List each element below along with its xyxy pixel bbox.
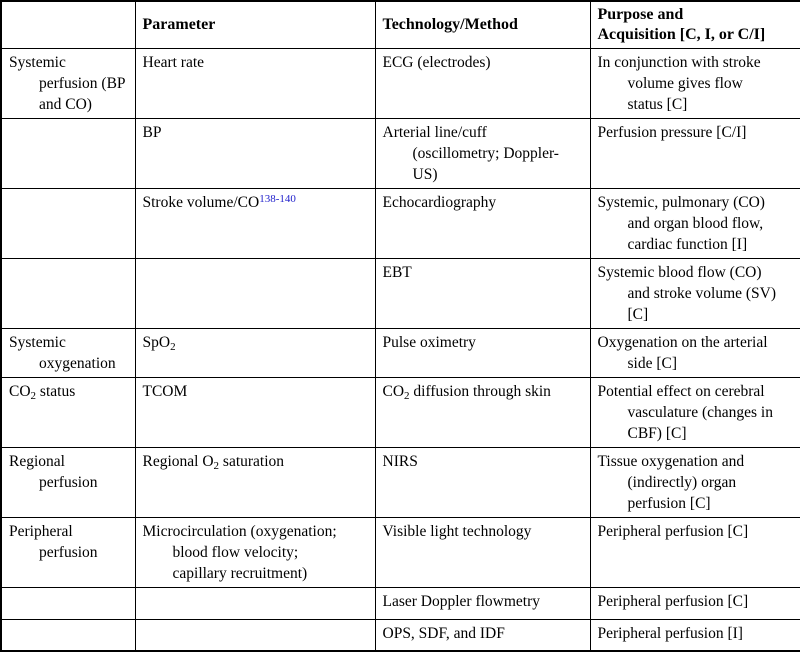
table-row: EBT Systemic blood flow (CO) and stroke …	[0, 258, 800, 329]
cell-technology: Visible light technology	[374, 517, 591, 588]
cell-technology: Pulse oximetry	[374, 328, 591, 378]
table-row: Stroke volume/CO138-140 Echocardiography…	[0, 188, 800, 259]
cell-purpose: Oxygenation on the arterial side [C]	[589, 328, 800, 378]
table-row: Laser Doppler flowmetry Peripheral perfu…	[0, 587, 800, 620]
cell-purpose: Peripheral perfusion [I]	[589, 619, 800, 651]
table-row: OPS, SDF, and IDF Peripheral perfusion […	[0, 619, 800, 651]
cell-purpose: Peripheral perfusion [C]	[589, 587, 800, 620]
cell-category: Systemic oxygenation	[0, 328, 136, 378]
cell-category: Systemic perfusion (BP and CO)	[0, 48, 136, 119]
cell-category: Peripheral perfusion	[0, 517, 136, 588]
cell-parameter: Microcirculation (oxygenation; blood flo…	[134, 517, 376, 588]
cell-technology: Echocardiography	[374, 188, 591, 259]
cell-category: Regional perfusion	[0, 447, 136, 518]
cell-technology: ECG (electrodes)	[374, 48, 591, 119]
cell-text: saturation	[219, 453, 285, 470]
header-parameter: Parameter	[134, 0, 376, 49]
header-row: Parameter Technology/Method Purpose and …	[0, 0, 800, 49]
table-row: Systemic oxygenation SpO2 Pulse oximetry…	[0, 328, 800, 378]
cell-text: CO	[382, 383, 405, 400]
subscript: 2	[213, 460, 220, 472]
cell-parameter: TCOM	[134, 377, 376, 448]
cell-text: CO	[9, 383, 31, 400]
cell-text: Stroke volume/CO	[142, 194, 260, 211]
table-row: Peripheral perfusion Microcirculation (o…	[0, 517, 800, 588]
subscript: 2	[170, 341, 176, 353]
subscript: 2	[404, 390, 410, 402]
cell-parameter: SpO2	[134, 328, 376, 378]
cell-text: Regional O	[142, 453, 214, 470]
cell-category: CO2 status	[0, 377, 136, 448]
cell-purpose: Tissue oxygenation and (indirectly) orga…	[589, 447, 800, 518]
subscript: 2	[30, 390, 37, 402]
cell-purpose: Potential effect on cerebral vasculature…	[589, 377, 800, 448]
cell-parameter	[134, 587, 376, 620]
header-technology-method: Technology/Method	[374, 0, 591, 49]
cell-category	[0, 587, 136, 620]
cell-category	[0, 619, 136, 651]
table-row: Regional perfusion Regional O2 saturatio…	[0, 447, 800, 518]
table-row: BP Arterial line/cuff (oscillometry; Dop…	[0, 118, 800, 189]
cell-text: diffusion through skin	[409, 383, 551, 400]
cell-parameter: BP	[134, 118, 376, 189]
cell-purpose: In conjunction with stroke volume gives …	[589, 48, 800, 119]
cell-technology: OPS, SDF, and IDF	[374, 619, 591, 651]
header-purpose-acquisition: Purpose and Acquisition [C, I, or C/I]	[589, 0, 800, 49]
cell-text: status	[36, 383, 76, 400]
header-category	[0, 0, 136, 49]
cell-parameter	[134, 258, 376, 329]
cell-text: SpO	[142, 334, 171, 351]
cell-parameter: Regional O2 saturation	[134, 447, 376, 518]
cell-category	[0, 118, 136, 189]
cell-technology: Laser Doppler flowmetry	[374, 587, 591, 620]
cell-category	[0, 258, 136, 329]
cell-technology: EBT	[374, 258, 591, 329]
table-row: Systemic perfusion (BP and CO) Heart rat…	[0, 48, 800, 119]
cell-parameter	[134, 619, 376, 651]
citation-link[interactable]: 138-140	[259, 193, 296, 205]
cell-technology: Arterial line/cuff (oscillometry; Dopple…	[374, 118, 591, 189]
cell-technology: CO2 diffusion through skin	[374, 377, 591, 448]
cell-purpose: Systemic blood flow (CO) and stroke volu…	[589, 258, 800, 329]
cell-technology: NIRS	[374, 447, 591, 518]
cell-purpose: Peripheral perfusion [C]	[589, 517, 800, 588]
table-row: CO2 status TCOM CO2 diffusion through sk…	[0, 377, 800, 448]
cell-purpose: Perfusion pressure [C/I]	[589, 118, 800, 189]
cell-purpose: Systemic, pulmonary (CO) and organ blood…	[589, 188, 800, 259]
cell-parameter: Stroke volume/CO138-140	[134, 188, 376, 259]
cell-category	[0, 188, 136, 259]
cell-parameter: Heart rate	[134, 48, 376, 119]
